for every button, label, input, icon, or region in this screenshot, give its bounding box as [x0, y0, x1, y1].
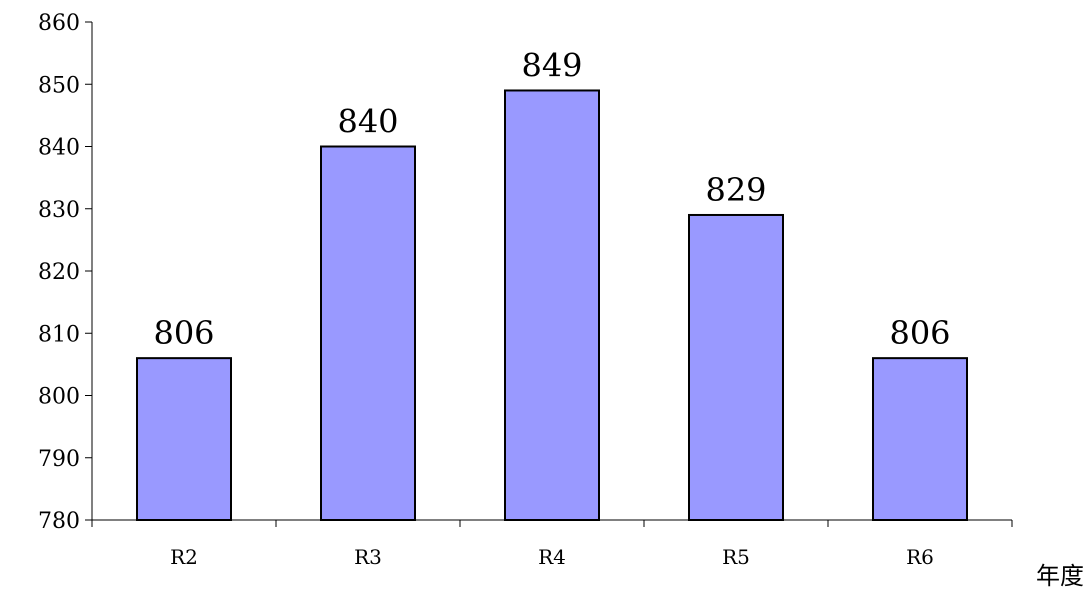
bar-r4	[504, 89, 600, 521]
bar-r3	[320, 145, 416, 521]
y-tick-label: 780	[38, 509, 80, 534]
x-tick-label: R2	[170, 545, 198, 569]
x-axis: R2 R3 R4 R5 R6	[91, 519, 1013, 569]
y-tick-label: 820	[38, 260, 80, 285]
data-label: 840	[337, 103, 398, 141]
bar-r6	[872, 357, 968, 521]
x-tick-label: R3	[354, 545, 382, 569]
x-tick-label: R4	[538, 545, 566, 569]
bars	[136, 89, 968, 521]
y-tick-label: 810	[38, 322, 80, 347]
y-tick-label: 790	[38, 447, 80, 472]
data-label: 806	[153, 314, 214, 352]
y-tick-label: 850	[38, 73, 80, 98]
data-label: 806	[889, 314, 950, 352]
x-axis-title: 年度	[1036, 562, 1084, 590]
data-label: 829	[705, 171, 766, 209]
y-axis: 780 790 800 810 820 830 840 850 860	[38, 11, 93, 534]
bar-r5	[688, 213, 784, 521]
x-tick-label: R5	[722, 545, 750, 569]
y-tick-label: 860	[38, 11, 80, 36]
y-tick-label: 800	[38, 385, 80, 410]
y-tick-label: 830	[38, 198, 80, 223]
y-tick-label: 840	[38, 136, 80, 161]
data-labels: 806 840 849 829 806	[153, 46, 950, 352]
x-tick-label: R6	[906, 545, 934, 569]
bar-r2	[136, 357, 232, 521]
data-label: 849	[521, 46, 582, 84]
